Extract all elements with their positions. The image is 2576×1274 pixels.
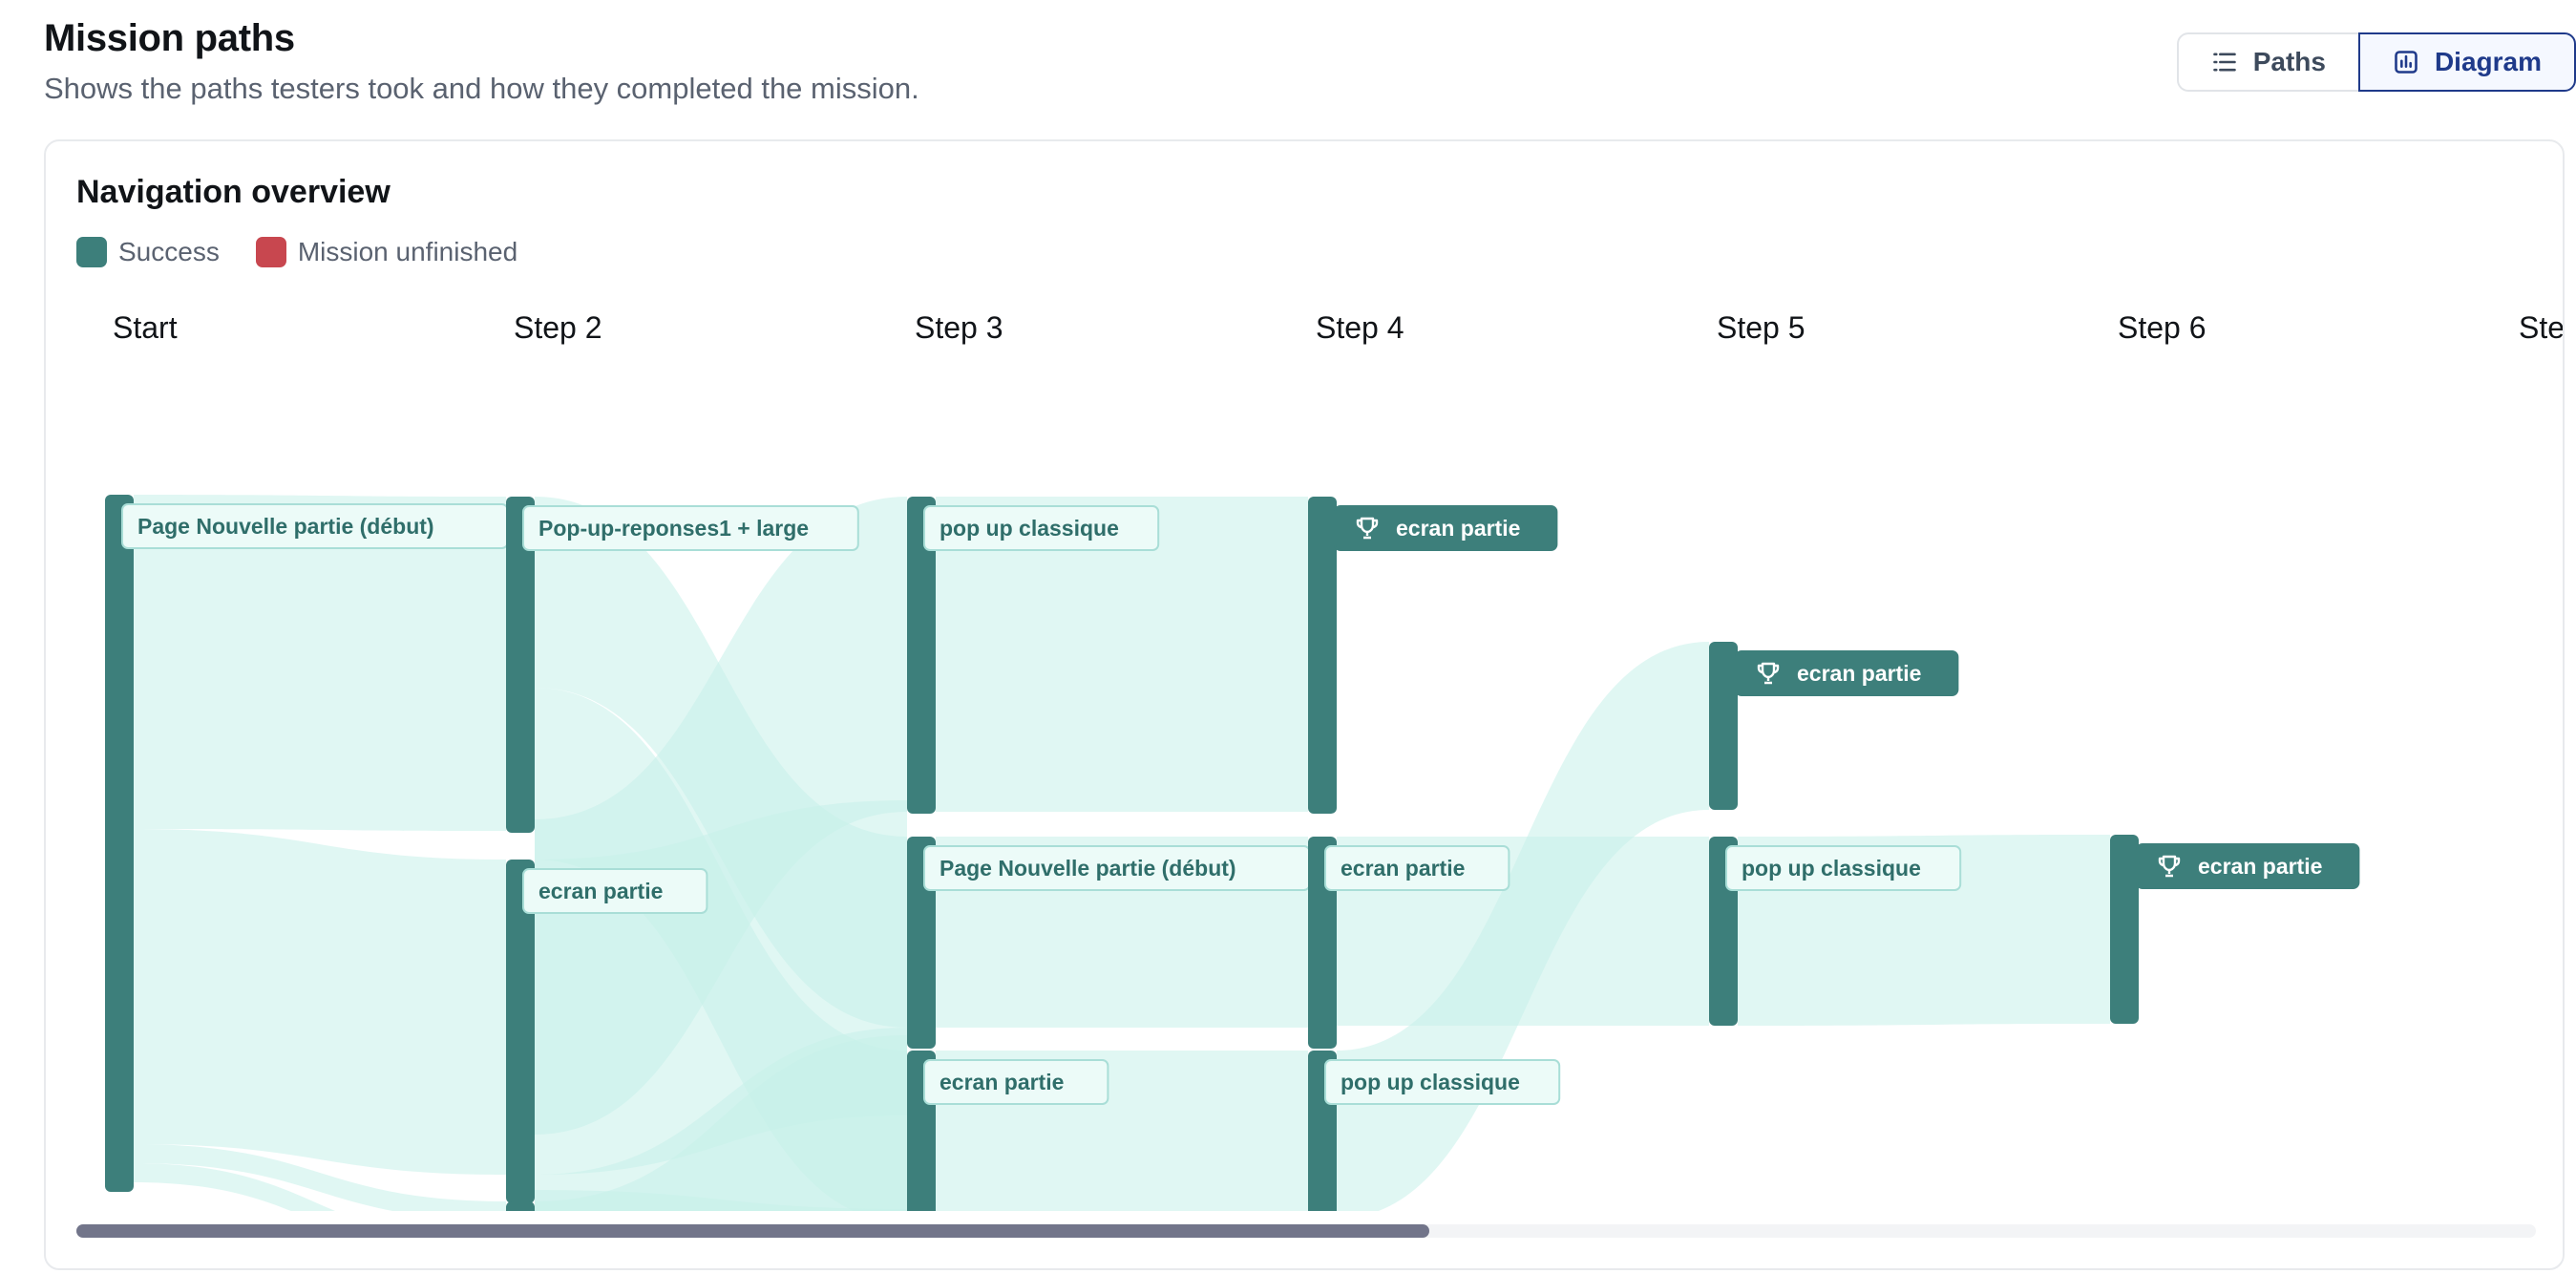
- flow-link: [134, 1144, 506, 1211]
- path-node[interactable]: Page Nouvelle partie (début): [105, 495, 509, 1192]
- node-bar[interactable]: [907, 497, 936, 814]
- node-bar[interactable]: [105, 495, 134, 1192]
- flow-link: [936, 497, 1308, 812]
- step-header-5: Step 6: [2118, 310, 2206, 345]
- node-bar[interactable]: [1308, 497, 1337, 814]
- step-header-4: Step 5: [1717, 310, 1805, 345]
- step-header-2: Step 3: [915, 310, 1003, 345]
- horizontal-scrollbar-track[interactable]: [76, 1224, 2536, 1238]
- step-header-1: Step 2: [514, 310, 602, 345]
- horizontal-scrollbar-thumb[interactable]: [76, 1224, 1429, 1238]
- node-label-box: [923, 505, 1160, 551]
- step-header-6: Ste: [2519, 310, 2565, 345]
- card-title: Navigation overview: [76, 174, 391, 210]
- node-bar[interactable]: [506, 860, 535, 1203]
- node-bar[interactable]: [506, 497, 535, 833]
- node-label-box: [1324, 1059, 1561, 1105]
- legend-label-unfinished: Mission unfinished: [297, 237, 518, 266]
- path-node[interactable]: ecran partie: [1308, 497, 1558, 814]
- trophy-icon: [1757, 662, 1780, 685]
- bar-chart-icon: [2395, 51, 2418, 74]
- node-label: Page Nouvelle partie (début): [940, 856, 1236, 881]
- path-node[interactable]: ecran partie: [1308, 837, 1510, 1049]
- success-label-box: [1735, 650, 1959, 696]
- path-node[interactable]: ecran partie: [2110, 835, 2360, 1024]
- path-node[interactable]: pop up classique: [1308, 1051, 1561, 1211]
- navigation-overview-card: Navigation overview Success Mission unfi…: [44, 139, 2565, 1270]
- node-label: ecran partie: [1396, 516, 1520, 541]
- node-bar[interactable]: [2110, 835, 2139, 1024]
- diagram-view-label: Diagram: [2434, 47, 2542, 76]
- list-icon: [2212, 53, 2236, 72]
- node-label: pop up classique: [940, 516, 1119, 541]
- node-label-box: [923, 1059, 1109, 1105]
- node-label: Pop-up-reponses1 + large: [538, 516, 809, 541]
- view-toggle: Paths Diagram: [2176, 32, 2576, 92]
- flow-link: [535, 1035, 907, 1211]
- path-node[interactable]: pop up classique: [1709, 837, 1962, 1026]
- node-label: pop up classique: [1341, 1070, 1520, 1094]
- node-label: Page Nouvelle partie (début): [137, 514, 434, 539]
- flow-link: [134, 1163, 336, 1211]
- flow-link: [134, 495, 506, 831]
- node-label: ecran partie: [1341, 856, 1465, 881]
- node-label: ecran partie: [940, 1070, 1064, 1094]
- paths-view-label: Paths: [2252, 47, 2326, 76]
- flow-link: [134, 829, 506, 1175]
- node-label-box: [522, 505, 859, 551]
- success-label-box: [1334, 505, 1558, 551]
- legend: Success Mission unfinished: [76, 237, 517, 267]
- path-node[interactable]: Pop-up-reponses1 + large: [506, 497, 859, 833]
- path-node[interactable]: pop up classique: [907, 497, 1160, 814]
- legend-label-success: Success: [118, 237, 220, 266]
- node-bar[interactable]: [1709, 642, 1738, 810]
- path-node[interactable]: Page Nouvelle partie (début): [907, 837, 1311, 1049]
- trophy-icon: [2158, 855, 2181, 878]
- node-label-box: [1725, 845, 1962, 891]
- page-header: Mission paths Shows the paths testers to…: [44, 17, 919, 106]
- page-title: Mission paths: [44, 17, 295, 59]
- sankey-diagram: Start Step 2 Step 3 Step 4 Step 5 Step 6 Ste Pa…: [105, 310, 2565, 1211]
- legend-swatch-success: [76, 237, 107, 267]
- node-label: ecran partie: [2198, 854, 2322, 879]
- legend-swatch-unfinished: [255, 237, 286, 267]
- path-node[interactable]: ecran partie: [907, 1051, 1109, 1211]
- path-node[interactable]: ecran partie: [1709, 642, 1959, 810]
- path-node[interactable]: [506, 1201, 535, 1211]
- node-bar[interactable]: [506, 1201, 535, 1211]
- success-label-box: [2136, 843, 2360, 889]
- node-label-box: [1324, 845, 1510, 891]
- paths-view-button[interactable]: Paths: [2176, 32, 2358, 92]
- page-subtitle: Shows the paths testers took and how the…: [44, 72, 919, 105]
- diagram-view-button[interactable]: Diagram: [2357, 32, 2576, 92]
- node-label-box: [522, 868, 708, 914]
- path-node[interactable]: ecran partie: [506, 860, 708, 1203]
- step-header-3: Step 4: [1316, 310, 1404, 345]
- node-label: ecran partie: [1797, 661, 1921, 686]
- trophy-icon: [1356, 517, 1379, 540]
- step-header-0: Start: [113, 310, 178, 345]
- node-label: pop up classique: [1742, 856, 1921, 881]
- node-label: ecran partie: [538, 879, 663, 903]
